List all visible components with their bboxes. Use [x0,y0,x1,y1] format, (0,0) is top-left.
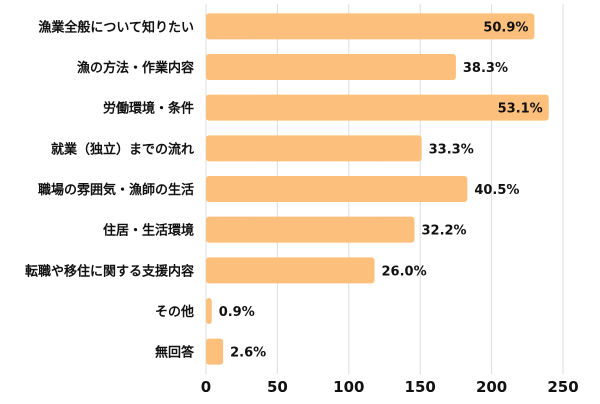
bar-1 [206,54,456,80]
bar-4 [206,176,468,202]
category-label-2: 労働環境・条件 [103,101,194,117]
value-label-4: 40.5% [474,183,519,198]
bar-5 [206,216,415,243]
axis-layer: 0 50 100 150 200 250 [201,378,579,396]
x-tick-label-0: 0 [201,378,211,396]
bar-3 [206,135,422,162]
category-label-0: 漁業全般について知りたい [38,19,194,35]
value-label-1: 38.3% [463,61,508,76]
x-tick-label-1: 50 [267,378,288,396]
value-label-7: 0.9% [219,305,255,320]
bar-layer [206,13,549,365]
value-label-5: 32.2% [421,224,466,239]
category-label-1: 漁の方法・作業内容 [77,60,194,76]
category-label-6: 転職や移住に関する支援内容 [25,263,194,279]
category-label-3: 就業（独立）までの流れ [51,141,194,157]
value-label-6: 26.0% [382,264,427,279]
value-label-2: 53.1% [498,102,543,117]
value-label-3: 33.3% [429,142,474,157]
bar-2 [206,94,549,121]
category-label-5: 住居・生活環境 [103,223,194,239]
category-label-7: その他 [155,304,194,320]
bar-7 [206,298,212,324]
category-label-4: 職場の雰囲気・漁師の生活 [38,182,194,198]
value-label-0: 50.9% [483,20,528,35]
bar-8 [206,338,224,365]
bar-6 [206,257,375,284]
label-layer: 漁業全般について知りたい 50.9% 漁の方法・作業内容 38.3% 労働環境・条件 53… [25,19,543,360]
value-label-8: 2.6% [230,346,266,361]
bar-0 [206,13,535,40]
x-tick-label-4: 200 [476,378,507,396]
x-tick-label-3: 150 [405,378,436,396]
x-tick-label-5: 250 [547,378,578,396]
category-label-8: 無回答 [155,345,195,361]
x-tick-label-2: 100 [333,378,364,396]
